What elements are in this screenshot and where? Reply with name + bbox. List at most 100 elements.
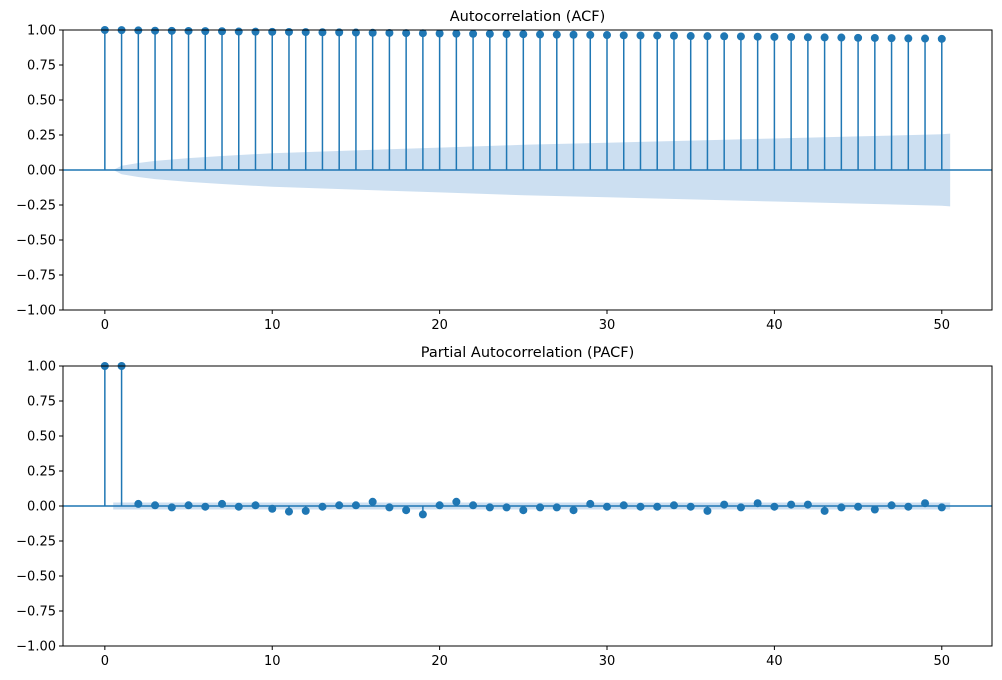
acf-ytick-label: 0.25 <box>27 129 56 144</box>
acf-point-lag-3 <box>151 26 160 35</box>
acf-ytick-label: 1.00 <box>27 24 56 39</box>
acf-point-lag-25 <box>519 30 528 39</box>
acf-point-lag-31 <box>619 31 628 40</box>
acf-xtick-label: 10 <box>264 318 281 333</box>
pacf-point-lag-9 <box>251 501 260 510</box>
acf-point-lag-47 <box>887 34 896 43</box>
acf-point-lag-32 <box>636 31 645 40</box>
acf-point-lag-21 <box>452 29 461 38</box>
acf-point-lag-29 <box>586 30 595 39</box>
pacf-xtick-label: 10 <box>264 654 281 669</box>
acf-point-lag-30 <box>603 31 612 40</box>
pacf-ytick-label: −0.50 <box>16 570 56 585</box>
acf-xtick-label: 20 <box>431 318 448 333</box>
pacf-point-lag-15 <box>351 501 360 510</box>
acf-point-lag-22 <box>469 29 478 38</box>
acf-point-lag-35 <box>686 32 695 41</box>
pacf-point-lag-12 <box>301 506 310 515</box>
pacf-point-lag-16 <box>368 497 377 506</box>
acf-ytick-label: 0.00 <box>27 164 56 179</box>
pacf-point-lag-13 <box>318 502 327 511</box>
pacf-point-lag-49 <box>921 499 930 508</box>
pacf-point-lag-32 <box>636 502 645 511</box>
pacf-ytick-label: −1.00 <box>16 640 56 655</box>
acf-ytick-label: 0.50 <box>27 94 56 109</box>
pacf-point-lag-10 <box>268 504 277 513</box>
acf-point-lag-42 <box>803 33 812 42</box>
pacf-point-lag-22 <box>469 501 478 510</box>
pacf-point-lag-11 <box>284 507 293 516</box>
pacf-xtick-label: 40 <box>766 654 783 669</box>
pacf-point-lag-3 <box>151 501 160 510</box>
acf-point-lag-49 <box>921 34 930 43</box>
pacf-ytick-label: −0.75 <box>16 605 56 620</box>
acf-point-lag-12 <box>301 28 310 37</box>
pacf-point-lag-25 <box>519 506 528 515</box>
acf-point-lag-4 <box>167 26 176 35</box>
pacf-point-lag-35 <box>686 502 695 511</box>
pacf-point-lag-41 <box>787 500 796 509</box>
acf-point-lag-23 <box>485 29 494 38</box>
acf-point-lag-27 <box>552 30 561 39</box>
pacf-ytick-label: 1.00 <box>27 360 56 375</box>
pacf-point-lag-33 <box>653 502 662 511</box>
acf-xtick-label: 0 <box>101 318 109 333</box>
pacf-point-lag-38 <box>736 503 745 512</box>
acf-point-lag-28 <box>569 30 578 39</box>
pacf-point-lag-31 <box>619 501 628 510</box>
pacf-point-lag-28 <box>569 506 578 515</box>
pacf-xtick-label: 50 <box>934 654 951 669</box>
pacf-point-lag-39 <box>753 499 762 508</box>
pacf-point-lag-29 <box>586 499 595 508</box>
acf-point-lag-11 <box>284 27 293 36</box>
acf-point-lag-10 <box>268 27 277 36</box>
acf-point-lag-20 <box>435 29 444 38</box>
pacf-chart-title: Partial Autocorrelation (PACF) <box>421 345 635 361</box>
pacf-point-lag-47 <box>887 501 896 510</box>
acf-xtick-label: 40 <box>766 318 783 333</box>
acf-point-lag-50 <box>937 34 946 43</box>
acf-xtick-label: 50 <box>934 318 951 333</box>
pacf-point-lag-30 <box>603 502 612 511</box>
acf-point-lag-36 <box>703 32 712 41</box>
pacf-ytick-label: 0.50 <box>27 430 56 445</box>
acf-point-lag-8 <box>234 27 243 36</box>
pacf-point-lag-23 <box>485 503 494 512</box>
pacf-point-lag-34 <box>669 501 678 510</box>
pacf-ytick-label: 0.00 <box>27 500 56 515</box>
acf-point-lag-34 <box>669 31 678 40</box>
acf-point-lag-40 <box>770 32 779 41</box>
acf-xtick-label: 30 <box>599 318 616 333</box>
pacf-point-lag-4 <box>167 503 176 512</box>
acf-point-lag-39 <box>753 32 762 41</box>
acf-point-lag-37 <box>720 32 729 41</box>
pacf-point-lag-36 <box>703 506 712 515</box>
pacf-point-lag-26 <box>536 503 545 512</box>
acf-point-lag-33 <box>653 31 662 40</box>
acf-ytick-label: −0.50 <box>16 234 56 249</box>
pacf-xtick-label: 0 <box>101 654 109 669</box>
pacf-ytick-label: −0.25 <box>16 535 56 550</box>
acf-point-lag-9 <box>251 27 260 36</box>
acf-ytick-label: 0.75 <box>27 59 56 74</box>
pacf-xtick-label: 20 <box>431 654 448 669</box>
acf-point-lag-5 <box>184 26 193 35</box>
pacf-point-lag-21 <box>452 497 461 506</box>
acf-point-lag-44 <box>837 33 846 42</box>
acf-point-lag-43 <box>820 33 829 42</box>
acf-point-lag-7 <box>218 27 227 36</box>
pacf-point-lag-44 <box>837 503 846 512</box>
pacf-point-lag-48 <box>904 502 913 511</box>
pacf-point-lag-17 <box>385 503 394 512</box>
pacf-point-lag-27 <box>552 503 561 512</box>
pacf-point-lag-37 <box>720 500 729 509</box>
pacf-point-lag-5 <box>184 501 193 510</box>
acf-point-lag-16 <box>368 28 377 37</box>
pacf-point-lag-50 <box>937 503 946 512</box>
acf-point-lag-48 <box>904 34 913 43</box>
acf-point-lag-41 <box>787 33 796 41</box>
acf-chart-title: Autocorrelation (ACF) <box>450 9 606 25</box>
acf-ytick-label: −1.00 <box>16 304 56 319</box>
pacf-point-lag-14 <box>335 501 344 510</box>
